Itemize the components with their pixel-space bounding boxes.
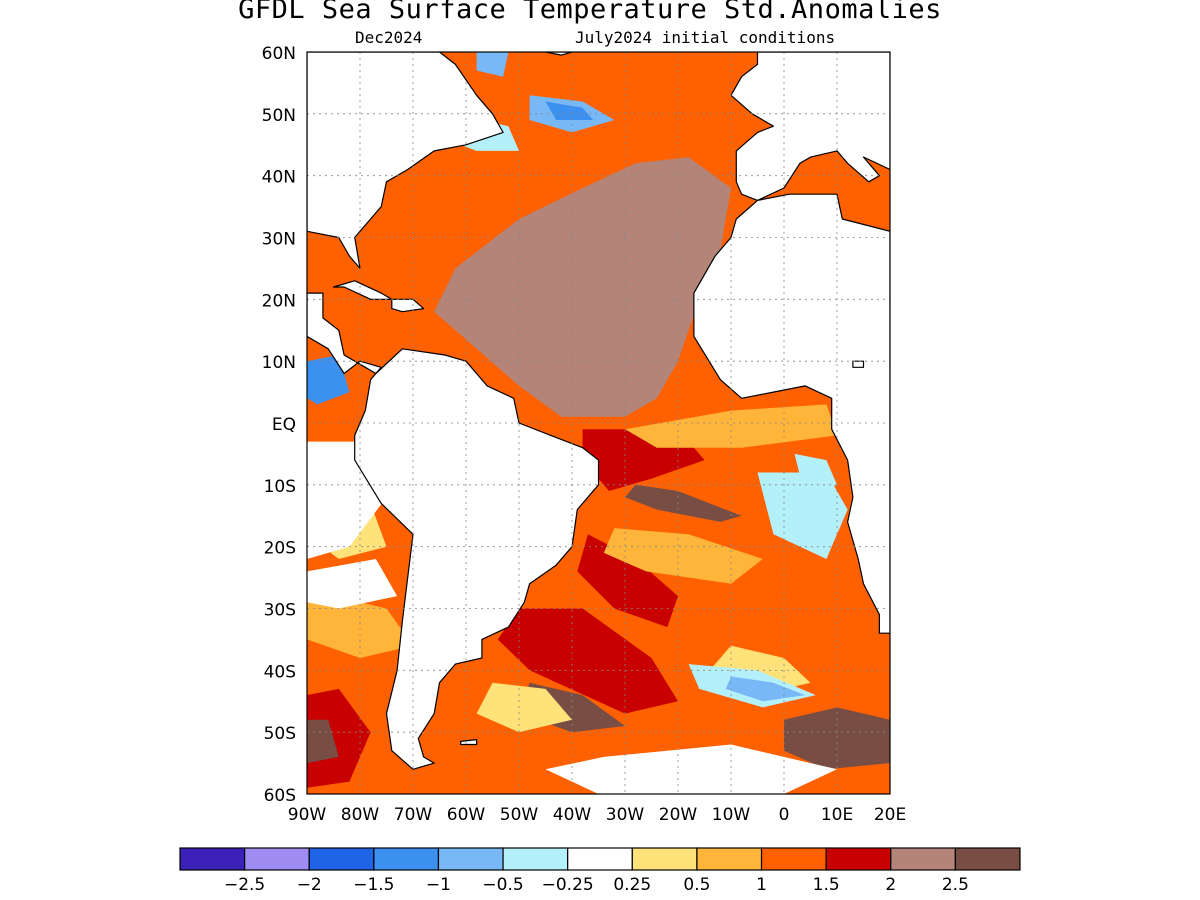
lon-label: 10E	[821, 805, 853, 825]
colorbar-label: 0.25	[613, 875, 651, 895]
land-north-america	[307, 52, 504, 269]
anomaly-region-23	[545, 101, 594, 120]
lat-label: 30S	[264, 601, 296, 621]
lat-label: 60N	[262, 44, 296, 64]
colorbar-swatch	[308, 847, 375, 871]
land-madagascar-edge	[852, 360, 865, 368]
anomaly-region-3	[625, 484, 742, 522]
lat-label: 20N	[262, 291, 296, 311]
colorbar-swatch	[696, 847, 763, 871]
colorbar-swatch	[631, 847, 698, 871]
anomaly-region-19	[757, 472, 848, 559]
colorbar-labels: −2.5 −2 −1.5 −1 −0.5 −0.25 0.25 0.5 1 1.5 2 2.5	[224, 875, 969, 895]
anomaly-region-27	[794, 453, 837, 498]
colorbar-swatch	[437, 847, 504, 871]
colorbar-label: 2	[885, 875, 896, 895]
lat-label: 60S	[264, 786, 296, 806]
anomaly-region-18	[545, 744, 837, 794]
lat-label: 10S	[264, 477, 296, 497]
lat-label: 30N	[262, 230, 296, 250]
lon-label: 0	[779, 805, 790, 825]
anomaly-region-11	[603, 528, 763, 584]
land-greenland	[544, 52, 573, 56]
lat-label: 10N	[262, 353, 296, 373]
anomaly-region-26	[476, 52, 509, 77]
initial-conditions: July2024 initial conditions	[575, 28, 836, 47]
lon-label: 20W	[659, 805, 698, 825]
anomaly-region-1	[434, 157, 731, 417]
latitude-labels: 60N 50N 40N 30N 20N 10N EQ 10S 20S 30S 40S 50S 60S	[262, 44, 296, 806]
anomaly-region-4	[577, 534, 678, 628]
lon-label: 30W	[606, 805, 645, 825]
anomaly-region-21	[725, 676, 806, 702]
land-masses	[307, 52, 890, 770]
anomaly-region-9	[307, 719, 339, 764]
colorbar-swatch	[244, 847, 310, 871]
colorbar-swatch	[890, 847, 956, 871]
map-frame	[306, 51, 891, 795]
longitude-labels: 90W 80W 70W 60W 50W 40W 30W 20W 10W 0 10E 20E	[288, 805, 906, 825]
anomaly-region-7	[784, 707, 890, 770]
land-africa	[693, 193, 890, 634]
lat-label: 50S	[264, 724, 296, 744]
lon-label: 60W	[447, 805, 486, 825]
lon-label: 80W	[341, 805, 380, 825]
colorbar-label: −1.5	[353, 875, 394, 895]
map-gridlines	[307, 52, 890, 794]
lon-label: 90W	[288, 805, 327, 825]
colorbar-label: −1	[426, 875, 451, 895]
lat-label: 50N	[262, 106, 296, 126]
lon-label: 70W	[394, 805, 433, 825]
land-europe	[730, 52, 890, 201]
colorbar-label: 1.5	[813, 875, 840, 895]
anomaly-region-5	[497, 608, 678, 714]
colorbar-label: −0.5	[482, 875, 523, 895]
lon-label: 10W	[712, 805, 751, 825]
anomaly-region-8	[307, 688, 371, 788]
lon-label: 50W	[500, 805, 539, 825]
anomaly-region-25	[307, 355, 350, 405]
lon-label: 20E	[874, 805, 906, 825]
anomaly-regions	[307, 52, 890, 794]
lat-label: 40N	[262, 168, 296, 188]
land-south-america	[354, 348, 600, 770]
colorbar	[179, 847, 1021, 871]
anomaly-region-12	[307, 596, 413, 658]
anomaly-region-17	[307, 559, 398, 609]
colorbar-swatch	[179, 847, 246, 871]
forecast-month: Dec2024	[355, 28, 423, 47]
colorbar-swatch	[502, 847, 569, 871]
lon-label: 40W	[553, 805, 592, 825]
lat-label: 20S	[264, 539, 296, 559]
colorbar-swatch	[760, 847, 827, 871]
lat-label: EQ	[272, 415, 296, 435]
chart-title: GFDL Sea Surface Temperature Std.Anomali…	[238, 0, 942, 25]
colorbar-label: −2.5	[224, 875, 265, 895]
colorbar-swatch	[825, 847, 892, 871]
colorbar-label: 2.5	[942, 875, 969, 895]
colorbar-swatch	[954, 847, 1021, 871]
anomaly-region-13	[476, 682, 572, 733]
colorbar-label: 0.5	[683, 875, 710, 895]
land-falklands	[460, 738, 478, 746]
colorbar-swatch	[567, 847, 633, 871]
colorbar-label: −2	[297, 875, 322, 895]
colorbar-label: 1	[756, 875, 767, 895]
colorbar-swatch	[373, 847, 440, 871]
colorbar-label: −0.25	[542, 875, 594, 895]
lat-label: 40S	[264, 662, 296, 682]
